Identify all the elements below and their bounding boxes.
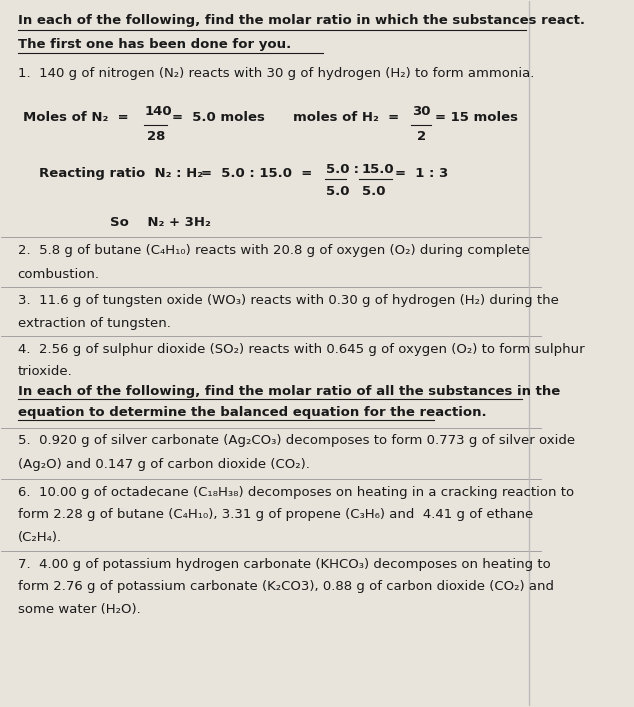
Text: (Ag₂O) and 0.147 g of carbon dioxide (CO₂).: (Ag₂O) and 0.147 g of carbon dioxide (CO… [18,457,309,471]
Text: combustion.: combustion. [18,267,100,281]
Text: =  5.0 : 15.0  =: = 5.0 : 15.0 = [202,167,313,180]
Text: 2.  5.8 g of butane (C₄H₁₀) reacts with 20.8 g of oxygen (O₂) during complete: 2. 5.8 g of butane (C₄H₁₀) reacts with 2… [18,245,529,257]
Text: 1.  140 g of nitrogen (N₂) reacts with 30 g of hydrogen (H₂) to form ammonia.: 1. 140 g of nitrogen (N₂) reacts with 30… [18,67,534,80]
Text: form 2.28 g of butane (C₄H₁₀), 3.31 g of propene (C₃H₆) and  4.41 g of ethane: form 2.28 g of butane (C₄H₁₀), 3.31 g of… [18,508,533,522]
Text: 15.0: 15.0 [361,163,394,175]
Text: In each of the following, find the molar ratio of all the substances in the: In each of the following, find the molar… [18,385,560,398]
Text: 7.  4.00 g of potassium hydrogen carbonate (KHCO₃) decomposes on heating to: 7. 4.00 g of potassium hydrogen carbonat… [18,558,550,571]
Text: 4.  2.56 g of sulphur dioxide (SO₂) reacts with 0.645 g of oxygen (O₂) to form s: 4. 2.56 g of sulphur dioxide (SO₂) react… [18,343,585,356]
Text: Reacting ratio  N₂ : H₂: Reacting ratio N₂ : H₂ [39,167,204,180]
Text: extraction of tungsten.: extraction of tungsten. [18,317,171,330]
Text: 30: 30 [413,105,431,118]
Text: =  5.0 moles: = 5.0 moles [172,110,264,124]
Text: 5.0: 5.0 [326,163,349,175]
Text: = 15 moles: = 15 moles [435,110,518,124]
Text: :: : [349,163,364,175]
Text: (C₂H₄).: (C₂H₄). [18,531,61,544]
Text: 28: 28 [147,130,165,144]
Text: The first one has been done for you.: The first one has been done for you. [18,38,291,51]
Text: 5.0: 5.0 [361,185,385,198]
Text: 5.0: 5.0 [327,185,350,198]
Text: 3.  11.6 g of tungsten oxide (WO₃) reacts with 0.30 g of hydrogen (H₂) during th: 3. 11.6 g of tungsten oxide (WO₃) reacts… [18,293,559,307]
Text: 2: 2 [417,130,426,144]
Text: moles of H₂  =: moles of H₂ = [294,110,399,124]
Text: equation to determine the balanced equation for the reaction.: equation to determine the balanced equat… [18,407,486,419]
Text: form 2.76 g of potassium carbonate (K₂CO3), 0.88 g of carbon dioxide (CO₂) and: form 2.76 g of potassium carbonate (K₂CO… [18,580,553,593]
Text: 140: 140 [145,105,172,118]
Text: trioxide.: trioxide. [18,366,72,378]
Text: Moles of N₂  =: Moles of N₂ = [23,110,129,124]
Text: =  1 : 3: = 1 : 3 [395,167,448,180]
Text: 5.  0.920 g of silver carbonate (Ag₂CO₃) decomposes to form 0.773 g of silver ox: 5. 0.920 g of silver carbonate (Ag₂CO₃) … [18,435,575,448]
Text: 6.  10.00 g of octadecane (C₁₈H₃₈) decomposes on heating in a cracking reaction : 6. 10.00 g of octadecane (C₁₈H₃₈) decomp… [18,486,574,499]
Text: some water (H₂O).: some water (H₂O). [18,603,140,616]
Text: In each of the following, find the molar ratio in which the substances react.: In each of the following, find the molar… [18,14,585,27]
Text: So    N₂ + 3H₂: So N₂ + 3H₂ [110,216,210,229]
